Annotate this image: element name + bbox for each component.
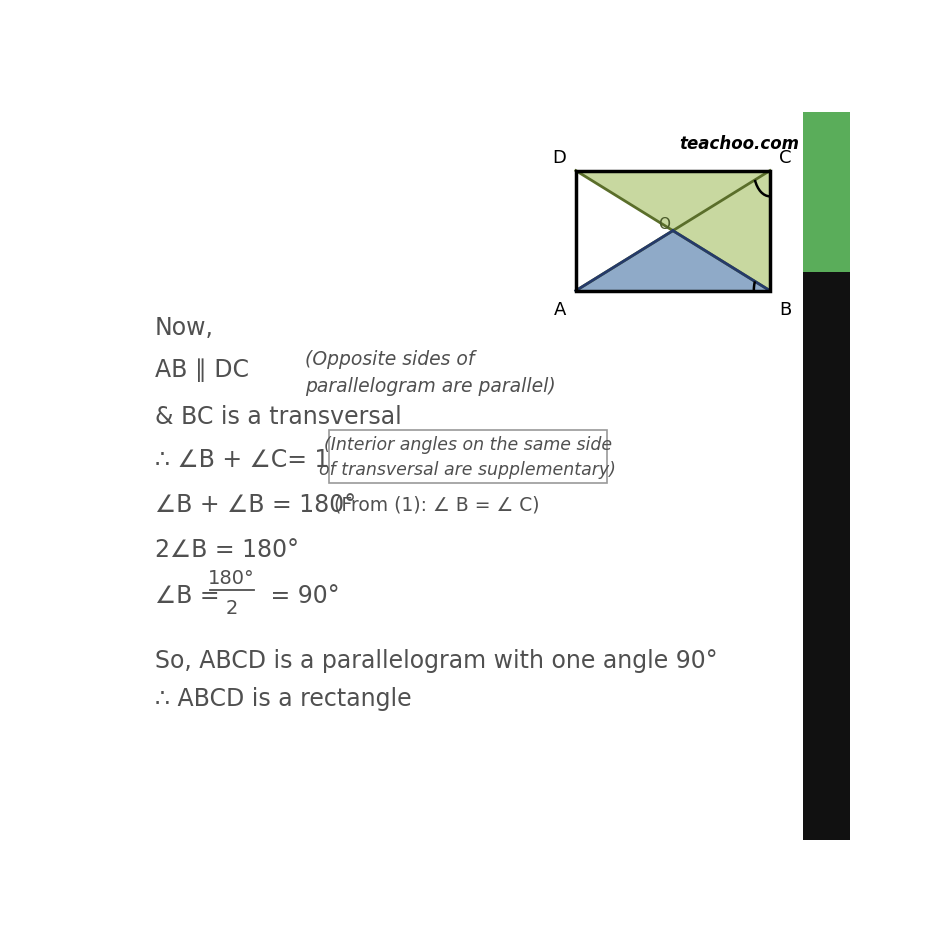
- Text: = 90°: = 90°: [262, 583, 340, 607]
- FancyBboxPatch shape: [329, 430, 606, 483]
- Text: O: O: [657, 216, 669, 231]
- Text: So, ABCD is a parallelogram with one angle 90°: So, ABCD is a parallelogram with one ang…: [155, 648, 716, 672]
- Polygon shape: [802, 273, 850, 840]
- Text: A: A: [553, 301, 565, 319]
- Text: C: C: [779, 149, 791, 167]
- Polygon shape: [802, 113, 850, 273]
- Text: (Opposite sides of
parallelogram are parallel): (Opposite sides of parallelogram are par…: [305, 350, 555, 396]
- Text: 180°: 180°: [208, 568, 255, 587]
- Text: ∠B + ∠B = 180°: ∠B + ∠B = 180°: [155, 493, 356, 516]
- Polygon shape: [575, 172, 769, 292]
- Text: AB ∥ DC: AB ∥ DC: [155, 357, 248, 381]
- Text: & BC is a transversal: & BC is a transversal: [155, 404, 401, 429]
- Text: D: D: [552, 149, 565, 167]
- Text: teachoo.com: teachoo.com: [679, 135, 799, 153]
- Text: ∠B =: ∠B =: [155, 583, 227, 607]
- Text: (From (1): ∠ B = ∠ C): (From (1): ∠ B = ∠ C): [334, 495, 539, 514]
- Text: ∴ ABCD is a rectangle: ∴ ABCD is a rectangle: [155, 686, 411, 711]
- Text: ∴ ∠B + ∠C= 180°: ∴ ∠B + ∠C= 180°: [155, 448, 371, 472]
- Text: (Interior angles on the same side
of transversal are supplementary): (Interior angles on the same side of tra…: [319, 435, 615, 479]
- Polygon shape: [575, 231, 769, 292]
- Text: 2∠B = 180°: 2∠B = 180°: [155, 537, 298, 562]
- Text: Now,: Now,: [155, 315, 213, 340]
- Text: 2: 2: [226, 598, 238, 617]
- Text: B: B: [779, 301, 791, 319]
